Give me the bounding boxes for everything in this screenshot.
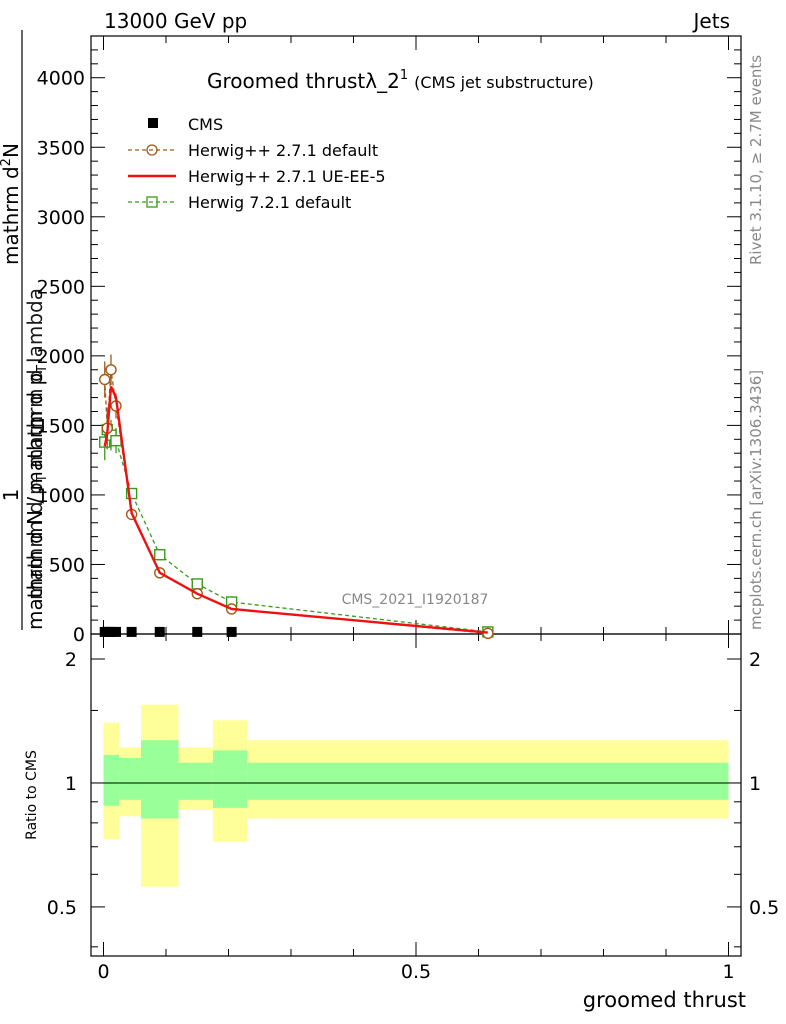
cms-data-point — [126, 626, 137, 637]
main-ytick-label: 500 — [49, 554, 85, 576]
legend-herwig-ueee5-label: Herwig++ 2.7.1 UE-EE-5 — [188, 167, 386, 186]
herwig721-point — [154, 549, 166, 561]
x-ticks: 0 0.5 1 — [97, 36, 735, 983]
legend-herwig-default-label: Herwig++ 2.7.1 default — [188, 141, 378, 160]
header-left: 13000 GeV pp — [104, 9, 247, 33]
ylabel-denominator: mathrm d pT mathrm d lambda — [23, 288, 50, 600]
herwig721-point — [125, 487, 138, 500]
x-axis-label: groomed thrust — [583, 988, 746, 1012]
ratio-inner-bands — [103, 740, 729, 819]
xtick-label: 1 — [722, 961, 734, 983]
ratio-ytick-label: 1 — [65, 773, 77, 795]
ylabel-prefactor-den: mathrm d N / mathrm d pT — [23, 365, 50, 630]
legend-herwig-default-marker — [146, 144, 158, 156]
ylabel-numerator: mathrm d2N — [0, 143, 23, 265]
legend: CMS Herwig++ 2.7.1 default Herwig++ 2.7.… — [128, 115, 386, 212]
main-ytick-label: 1000 — [37, 485, 85, 507]
main-y-ticks: 0 500 1000 1500 2000 2500 3000 3500 4000 — [37, 49, 741, 646]
main-ytick-label: 2000 — [37, 346, 85, 368]
ratio-ytick-label-right: 2 — [749, 649, 761, 671]
ratio-inner-band-4 — [212, 750, 248, 808]
herwig721-point — [110, 434, 122, 447]
main-ytick-label: 0 — [73, 624, 85, 646]
ratio-ytick-label-right: 1 — [749, 773, 761, 795]
legend-cms-label: CMS — [188, 115, 223, 134]
cms-data-point — [226, 626, 237, 637]
herwig-default-point — [99, 373, 111, 386]
ratio-inner-band-1 — [119, 757, 141, 800]
ratio-y-ticks: 0.5 0.5 1 1 2 2 — [47, 649, 779, 948]
series-layer — [99, 354, 494, 640]
cms-data-point — [154, 626, 165, 637]
ratio-ylabel: Ratio to CMS — [24, 750, 40, 840]
rivet-label: Rivet 3.1.10, ≥ 2.7M events — [747, 55, 765, 265]
main-ytick-label: 3500 — [37, 137, 85, 159]
ratio-ytick-label: 2 — [65, 649, 77, 671]
main-ytick-label: 4000 — [37, 68, 85, 90]
ylabel-prefactor-num: 1 — [0, 489, 23, 502]
header-right: Jets — [692, 9, 730, 33]
ratio-inner-band-0 — [103, 754, 120, 806]
main-ytick-label: 2500 — [37, 276, 85, 298]
mcplots-label: mcplots.cern.ch [arXiv:1306.3436] — [747, 370, 765, 630]
series-line-2 — [103, 385, 488, 634]
xtick-label: 0 — [97, 961, 109, 983]
legend-cms-marker — [148, 118, 158, 128]
analysis-watermark: CMS_2021_I1920187 — [342, 592, 489, 608]
herwig-default-point — [105, 364, 117, 376]
ratio-ytick-label-right: 0.5 — [749, 897, 779, 919]
cms-data-point — [192, 626, 203, 637]
xtick-label: 0.5 — [401, 961, 431, 983]
ratio-inner-band-2 — [141, 740, 179, 819]
herwig721-point — [191, 578, 203, 590]
cms-data-point — [111, 626, 121, 637]
legend-herwig721-marker — [146, 196, 158, 208]
main-ytick-label: 3000 — [37, 207, 85, 229]
main-ylabel: 1 mathrm d N / mathrm d pT mathrm d2N ma… — [0, 30, 50, 630]
ratio-ytick-label: 0.5 — [47, 897, 77, 919]
legend-herwig721-label: Herwig 7.2.1 default — [188, 193, 351, 212]
ratio-inner-band-3 — [178, 762, 213, 800]
ratio-inner-band-5 — [247, 762, 729, 800]
chart-title: Groomed thrustλ_21 (CMS jet substructure) — [207, 68, 594, 93]
main-ytick-label: 1500 — [37, 415, 85, 437]
